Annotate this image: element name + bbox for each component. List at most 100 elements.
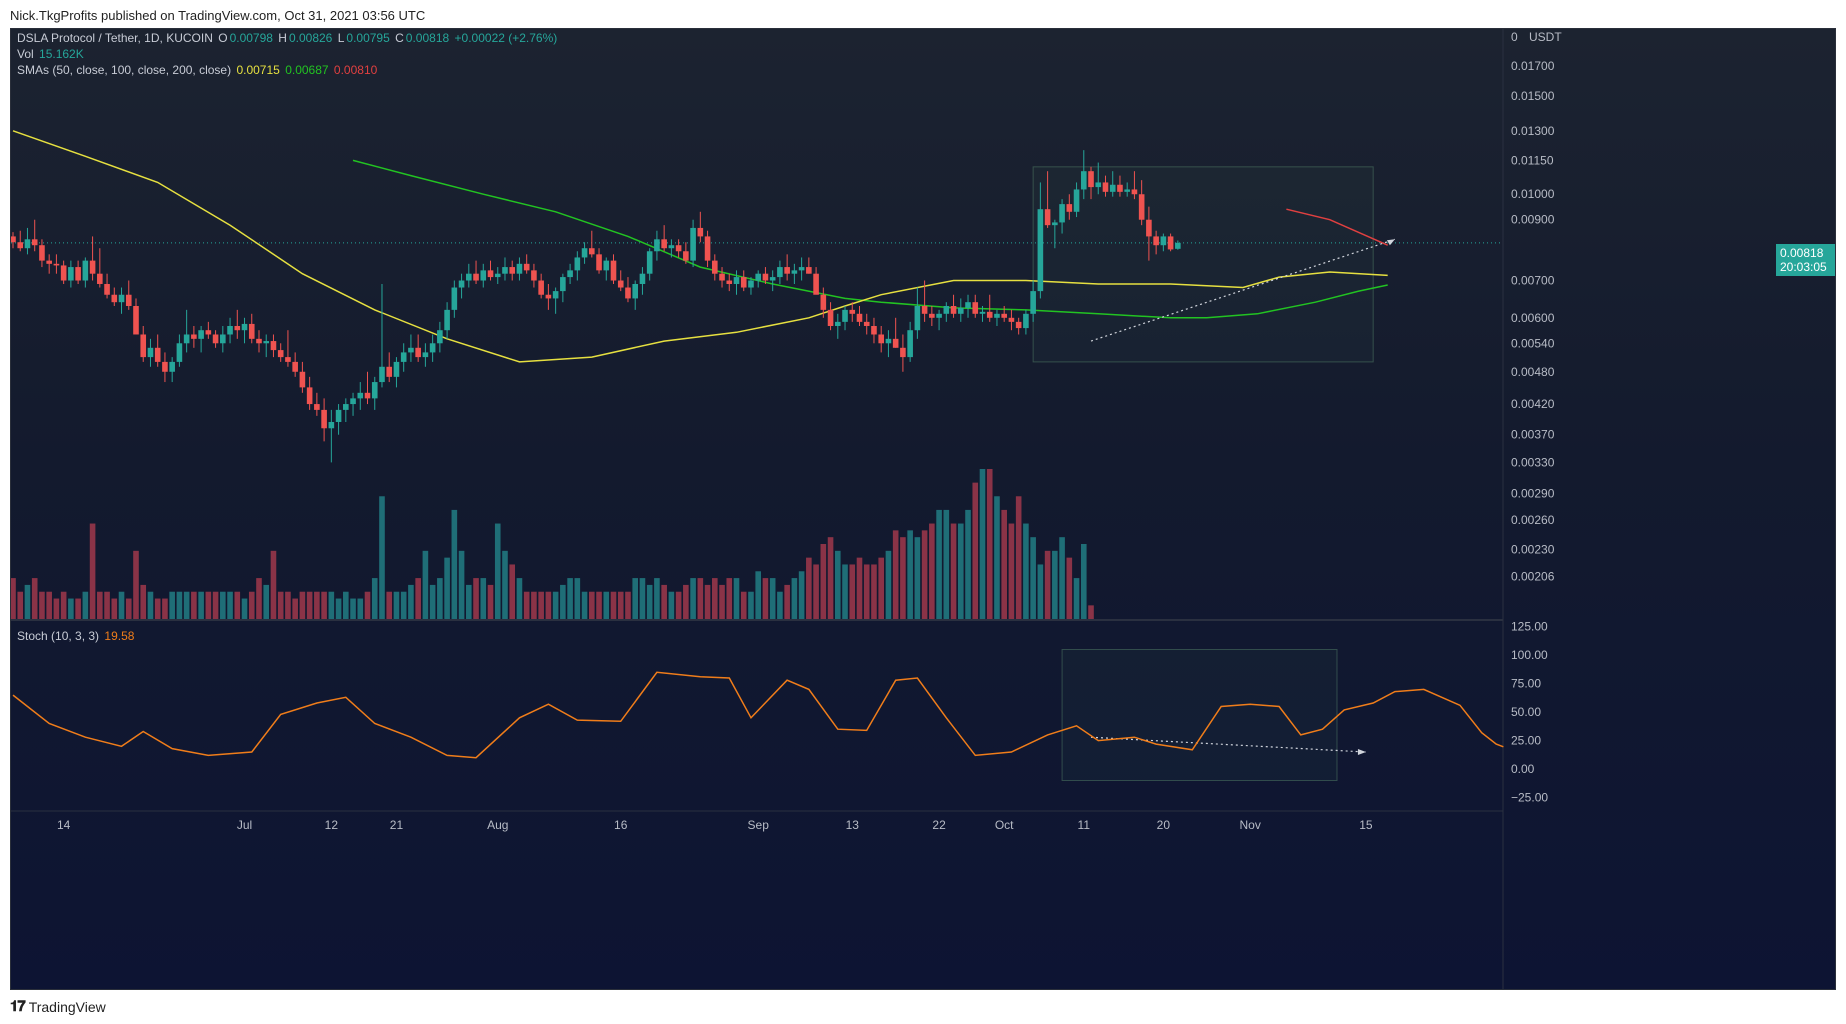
candle-body [979,311,986,314]
chart-frame[interactable]: 0.01700 0.01500 0.01300 0.01150 0.01000 0.009… [10,28,1836,990]
volume-bar [849,564,856,619]
volume-bar [364,591,371,619]
volume-bar [509,564,516,619]
volume-bar [212,591,219,619]
candle-body [617,280,624,288]
candle-body [929,313,935,318]
candle-body [726,280,733,284]
candle-body [111,294,118,303]
volume-bar [480,578,487,619]
volume-bar [697,578,704,619]
candle-body [509,267,516,274]
volume-bar [842,564,848,619]
candle-body [646,251,653,274]
volume-bar [53,598,60,619]
price-tick-label: 0.00370 [1511,428,1555,442]
volume-bar [1052,550,1058,619]
volume-bar [270,550,277,619]
volume-bar [111,598,118,619]
candle-body [589,248,595,255]
candle-body [408,347,414,353]
volume-bar [24,584,31,619]
stoch-value: 19.58 [104,629,135,643]
candle-body [748,280,754,288]
price-tick-label: 0.01150 [1511,153,1554,167]
volume-bar [1008,523,1015,619]
time-tick-label: 20 [1157,818,1171,832]
volume-bar [248,591,255,619]
candle-body [856,313,863,322]
footer-brand: TradingView [28,998,106,1015]
time-tick-label: 12 [325,818,339,832]
tradingview-logo[interactable]: 𝟏𝟕 TradingView [10,998,106,1015]
time-tick-label: 21 [390,818,404,832]
volume-bar [198,591,204,619]
time-tick-label: Jul [237,818,252,832]
volume-bar [610,591,617,619]
volume-bar [943,509,950,619]
volume-bar [451,509,458,619]
candle-body [1131,189,1138,195]
candle-body [205,330,212,335]
volume-bar [1066,557,1073,619]
volume-bar [415,578,421,619]
price-tick-label: 0.00230 [1511,543,1555,557]
candle-body [719,273,725,281]
candle-body [487,270,494,278]
candle-body [1109,184,1116,192]
volume-bar [589,591,595,619]
candle-body [437,330,443,344]
candle-body [1052,222,1058,226]
chart-canvas[interactable]: 0.01700 0.01500 0.01300 0.01150 0.01000 0.009… [11,29,1836,990]
highlight-box-stoch [1061,648,1338,782]
volume-label: Vol [17,47,34,61]
stoch-tick-label: 125.00 [1511,620,1548,634]
candle-body [827,309,834,326]
time-tick-label: Sep [748,818,770,832]
time-tick-label: 14 [57,818,71,832]
candle-body [379,366,385,383]
candle-body [711,260,718,274]
candle-body [82,260,89,281]
volume-bar [502,550,508,619]
volume-bar [299,591,306,619]
candle-body [154,347,161,362]
volume-bar [97,591,103,619]
candle-body [900,347,906,358]
candle-body [371,382,378,399]
volume-value: 15.162K [39,47,84,61]
stoch-arrow-head [1357,749,1366,756]
candle-body [270,341,277,351]
candle-body [1030,291,1036,314]
candle-body [1117,184,1123,192]
candle-body [1001,313,1007,318]
volume-bar [371,578,378,619]
highlight-box-price [1032,166,1374,363]
candle-body [871,325,877,335]
volume-bar [1059,537,1065,619]
candle-body [357,392,364,399]
candle-body [806,267,812,274]
volume-bar [234,591,241,619]
candle-body [458,280,465,288]
volume-bar [227,591,233,619]
candle-body [277,350,284,358]
candle-body [415,347,421,358]
candle-body [451,287,458,310]
volume-bar [740,591,747,619]
candle-body [1167,236,1174,250]
price-tick-label: 0.00480 [1511,365,1555,379]
candle-body [791,270,798,274]
volume-bar [39,591,45,619]
candle-body [1059,204,1065,223]
low-value: 0.00795 [346,31,390,45]
candle-body [191,334,197,339]
candle-body [292,361,298,372]
candle-body [429,343,436,353]
candle-body [683,251,689,261]
volume-bar [444,557,450,619]
volume-bar [929,523,935,619]
volume-bar [191,591,197,619]
volume-bar [176,591,183,619]
volume-bar [892,530,899,619]
